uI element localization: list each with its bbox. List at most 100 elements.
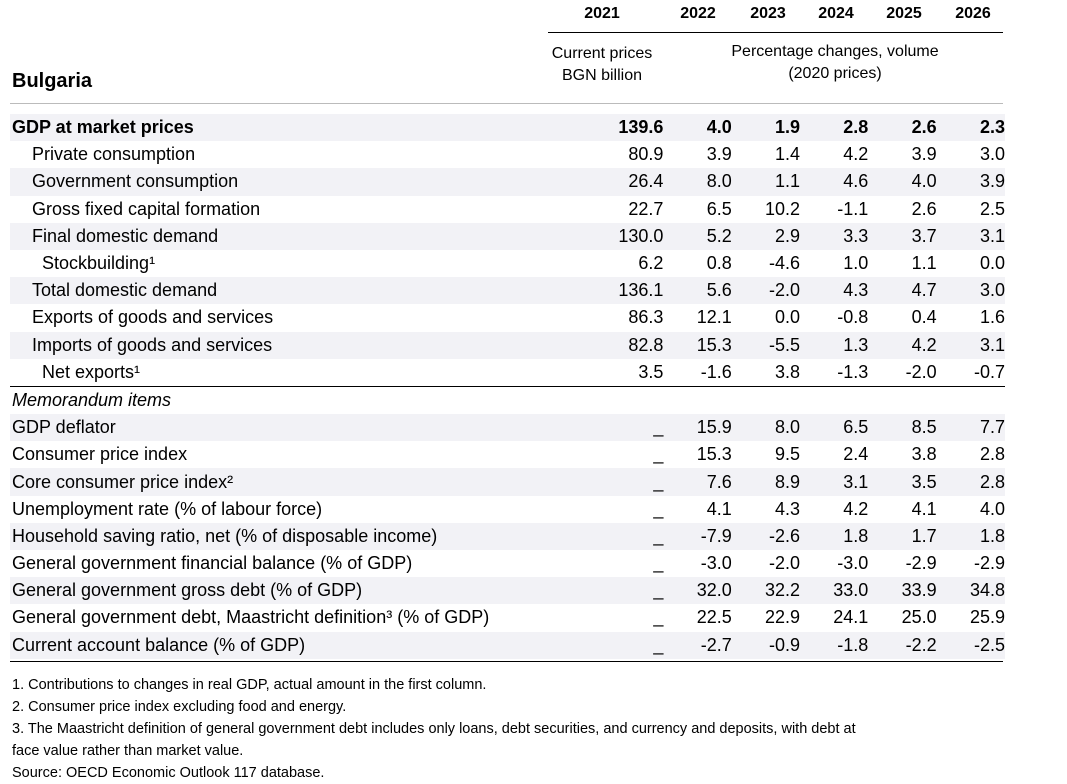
table-row: Gross fixed capital formation 22.7 6.5 1… xyxy=(10,196,1005,223)
row-label: Imports of goods and services xyxy=(10,331,578,359)
value-2024: 4.3 xyxy=(800,277,869,305)
value-2026: 3.1 xyxy=(936,222,1005,250)
table-row: Consumer price index _ 15.3 9.5 2.4 3.8 … xyxy=(10,441,1005,468)
row-label: Consumer price index xyxy=(12,444,188,465)
footnote-1: 1. Contributions to changes in real GDP,… xyxy=(12,677,487,693)
value-2022: -1.6 xyxy=(663,358,732,387)
value-2025: 4.1 xyxy=(911,498,937,519)
table-row: General government gross debt (% of GDP)… xyxy=(10,577,1005,605)
top-rule xyxy=(10,103,1003,104)
value-2023: 22.9 xyxy=(764,607,801,628)
footnote-3: 3. The Maastricht definition of general … xyxy=(12,721,856,737)
value-2026: 7.7 xyxy=(936,414,1005,442)
value-2026: 34.8 xyxy=(936,577,1005,605)
value-2022: 5.2 xyxy=(663,222,732,250)
value-2021: 136.1 xyxy=(577,277,664,305)
value-2023: 0.0 xyxy=(775,307,801,328)
table-row: Total domestic demand 136.1 5.6 -2.0 4.3… xyxy=(10,277,1005,305)
value-2025: -2.9 xyxy=(905,553,937,574)
value-2024: 3.1 xyxy=(800,468,869,496)
table-row: Unemployment rate (% of labour force) _ … xyxy=(10,496,1005,523)
value-2021: _ xyxy=(577,522,664,550)
value-2021: _ xyxy=(577,414,664,442)
value-2025: 4.0 xyxy=(868,168,937,196)
value-2021: 80.9 xyxy=(628,144,664,165)
table-row: General government debt, Maastricht defi… xyxy=(10,604,1005,631)
row-label: Net exports¹ xyxy=(10,358,578,387)
row-label: Stockbuilding¹ xyxy=(42,253,156,274)
value-2021: 82.8 xyxy=(577,331,664,359)
value-2023: 8.9 xyxy=(731,468,801,496)
value-2024: 1.3 xyxy=(800,331,869,359)
value-2026: -2.5 xyxy=(936,631,1005,659)
value-2026: 2.3 xyxy=(936,114,1005,142)
value-2022: 15.3 xyxy=(696,444,732,465)
value-2024: 6.5 xyxy=(800,414,869,442)
value-2022: 5.6 xyxy=(663,277,732,305)
value-2025: 1.7 xyxy=(868,522,937,550)
value-2026: 2.5 xyxy=(979,198,1005,219)
value-2024: 33.0 xyxy=(800,577,869,605)
value-2023: -2.0 xyxy=(731,277,801,305)
economic-table: GDP at market prices 139.6 4.0 1.9 2.8 2… xyxy=(10,114,1005,659)
value-2022: -3.0 xyxy=(700,553,732,574)
table-row: Final domestic demand 130.0 5.2 2.9 3.3 … xyxy=(10,222,1005,250)
value-2026: 1.8 xyxy=(936,522,1005,550)
value-2026: 0.0 xyxy=(979,253,1005,274)
value-2025: 2.6 xyxy=(911,198,937,219)
value-2023: -5.5 xyxy=(731,331,801,359)
value-2022: 3.9 xyxy=(706,144,732,165)
value-2023: -0.9 xyxy=(731,631,801,659)
row-label: Final domestic demand xyxy=(10,222,578,250)
value-2025: 3.7 xyxy=(868,222,937,250)
value-2021: _ xyxy=(653,444,664,465)
row-label: GDP at market prices xyxy=(10,114,578,142)
row-label: Exports of goods and services xyxy=(32,307,274,328)
year-header-2025: 2025 xyxy=(886,5,922,22)
value-2021: 6.2 xyxy=(638,253,664,274)
value-2023: 4.3 xyxy=(775,498,801,519)
year-header-2024: 2024 xyxy=(818,5,854,22)
value-2022: 4.0 xyxy=(663,114,732,142)
value-2026: 3.0 xyxy=(936,277,1005,305)
value-2026: 3.9 xyxy=(936,168,1005,196)
value-2022: -7.9 xyxy=(663,522,732,550)
value-2025: 25.0 xyxy=(901,607,937,628)
value-2023: 9.5 xyxy=(775,444,801,465)
row-label: Government consumption xyxy=(10,168,578,196)
row-label: General government financial balance (% … xyxy=(12,553,413,574)
header-rule xyxy=(548,32,1003,33)
value-2024: 4.2 xyxy=(843,144,869,165)
table-row: Exports of goods and services 86.3 12.1 … xyxy=(10,304,1005,331)
value-2024: 2.8 xyxy=(800,114,869,142)
year-header-2021: 2021 xyxy=(584,5,620,22)
bottom-rule xyxy=(10,661,1003,662)
value-2026: -0.7 xyxy=(936,358,1005,387)
value-2023: 3.8 xyxy=(731,358,801,387)
value-2026: 1.6 xyxy=(979,307,1005,328)
table-row: Private consumption 80.9 3.9 1.4 4.2 3.9… xyxy=(10,141,1005,168)
value-2022: 32.0 xyxy=(663,577,732,605)
value-2023: -2.6 xyxy=(731,522,801,550)
memorandum-title: Memorandum items xyxy=(12,389,172,410)
value-2021: 86.3 xyxy=(628,307,664,328)
value-2024: 24.1 xyxy=(833,607,869,628)
value-2026: -2.9 xyxy=(973,553,1005,574)
value-2025: 4.7 xyxy=(868,277,937,305)
value-2026: 3.1 xyxy=(936,331,1005,359)
value-2025: 0.4 xyxy=(911,307,937,328)
value-2026: 2.8 xyxy=(936,468,1005,496)
table-row: Current account balance (% of GDP) _ -2.… xyxy=(10,631,1005,659)
col1-subheader: Current prices BGN billion xyxy=(551,45,653,84)
value-2025: -2.0 xyxy=(868,358,937,387)
value-2021: 3.5 xyxy=(577,358,664,387)
value-2021: 130.0 xyxy=(577,222,664,250)
value-2023: 32.2 xyxy=(731,577,801,605)
row-label: Core consumer price index² xyxy=(10,468,578,496)
value-2023: 1.1 xyxy=(731,168,801,196)
country-title: Bulgaria xyxy=(12,70,93,92)
value-2026: 4.0 xyxy=(979,498,1005,519)
table-row: Household saving ratio, net (% of dispos… xyxy=(10,522,1005,550)
value-2024: -1.3 xyxy=(800,358,869,387)
